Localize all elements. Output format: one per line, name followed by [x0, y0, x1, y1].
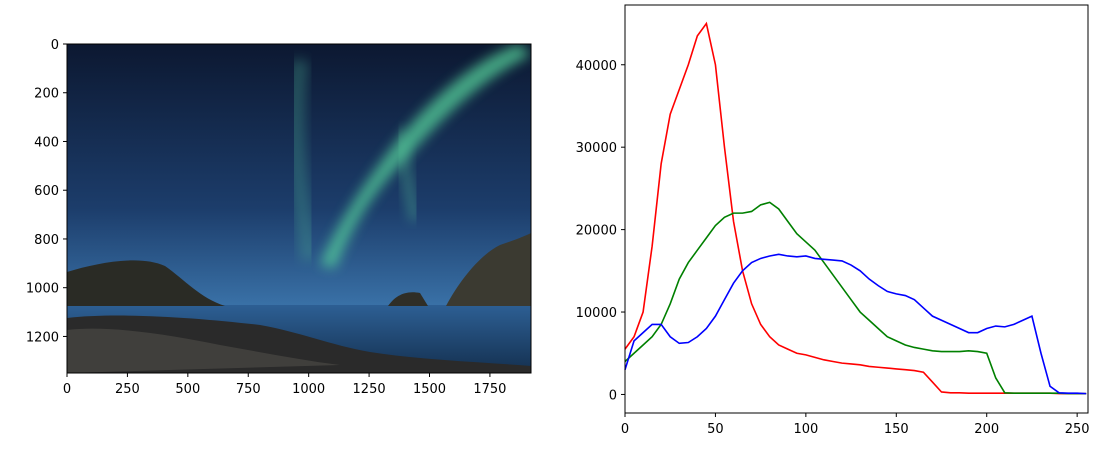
x-tick-label: 250 — [1065, 422, 1090, 437]
photo — [67, 44, 531, 373]
x-tick-label: 200 — [974, 422, 999, 437]
x-tick-label: 500 — [175, 382, 200, 397]
y-tick-label: 1000 — [26, 282, 59, 297]
y-tick-label: 1200 — [26, 330, 59, 345]
x-tick-label: 1750 — [473, 382, 506, 397]
x-tick-label: 250 — [115, 382, 140, 397]
x-tick-label: 750 — [236, 382, 261, 397]
y-tick-label: 400 — [34, 135, 59, 150]
x-tick-label: 100 — [793, 422, 818, 437]
x-tick-label: 50 — [707, 422, 724, 437]
y-tick-label: 10000 — [576, 306, 617, 321]
x-tick-label: 150 — [884, 422, 909, 437]
x-tick-label: 1250 — [353, 382, 386, 397]
y-tick-label: 0 — [609, 388, 617, 403]
x-tick-label: 1000 — [292, 382, 325, 397]
x-tick-label: 0 — [621, 422, 629, 437]
x-tick-label: 0 — [63, 382, 71, 397]
axes-frame — [625, 5, 1088, 413]
y-tick-label: 200 — [34, 87, 59, 102]
figure: 0250500750100012501500175002004006008001… — [0, 0, 1100, 450]
y-tick-label: 30000 — [576, 141, 617, 156]
y-tick-label: 40000 — [576, 59, 617, 74]
y-tick-label: 800 — [34, 233, 59, 248]
histogram-line — [625, 254, 1086, 393]
y-tick-label: 20000 — [576, 224, 617, 239]
y-tick-label: 0 — [51, 38, 59, 53]
y-tick-label: 600 — [34, 184, 59, 199]
x-tick-label: 1500 — [413, 382, 446, 397]
